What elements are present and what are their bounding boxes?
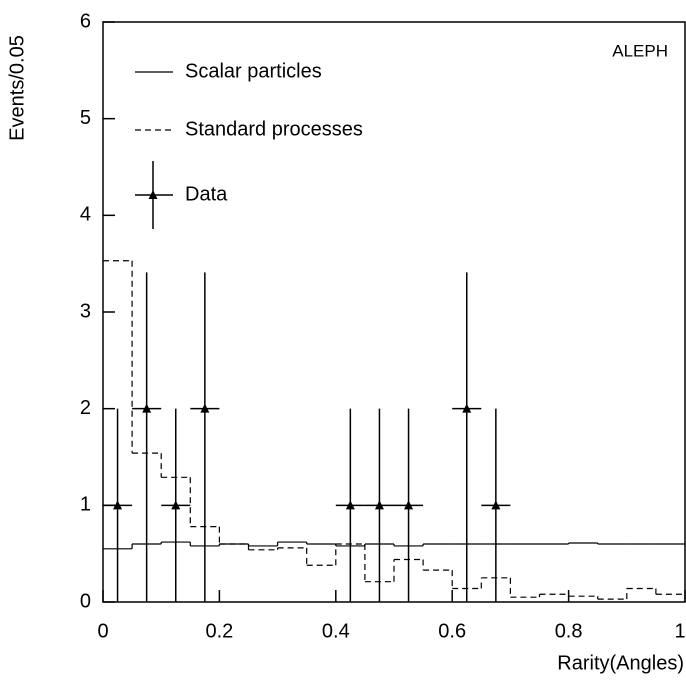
- x-tick-label: 0.8: [555, 620, 583, 642]
- data-marker: [171, 500, 181, 510]
- y-tick-label: 2: [80, 397, 91, 419]
- y-tick-label: 3: [80, 300, 91, 322]
- plot-frame: [102, 21, 686, 603]
- data-marker: [113, 500, 123, 510]
- data-marker: [345, 500, 355, 510]
- x-tick-label: 0: [97, 620, 108, 642]
- legend-label: Data: [185, 183, 228, 205]
- data-marker: [142, 403, 152, 413]
- x-tick-label: 0.6: [438, 620, 466, 642]
- data-marker: [404, 500, 414, 510]
- annotation: ALEPH: [612, 41, 668, 60]
- data-marker: [200, 403, 210, 413]
- x-tick-label: 0.2: [205, 620, 233, 642]
- x-tick-label: 0.4: [322, 620, 350, 642]
- data-marker: [462, 403, 472, 413]
- y-tick-label: 5: [80, 107, 91, 129]
- x-tick-label: 1: [674, 620, 685, 642]
- y-axis-label: Events/0.05: [6, 35, 28, 141]
- x-axis-label: Rarity(Angles): [557, 652, 684, 674]
- data-marker: [491, 500, 501, 510]
- legend-label: Scalar particles: [185, 60, 322, 82]
- legend-label: Standard processes: [185, 118, 363, 140]
- y-tick-label: 1: [80, 494, 91, 516]
- y-tick-label: 0: [80, 590, 91, 612]
- legend-symbol: [148, 190, 158, 199]
- data-marker: [374, 500, 384, 510]
- y-tick-label: 6: [80, 10, 91, 32]
- y-tick-label: 4: [80, 204, 91, 226]
